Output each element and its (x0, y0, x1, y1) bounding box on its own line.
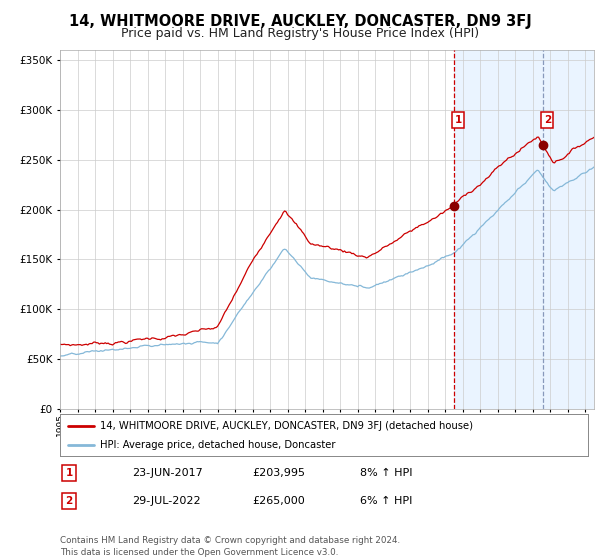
Text: 1: 1 (65, 468, 73, 478)
Text: 14, WHITMOORE DRIVE, AUCKLEY, DONCASTER, DN9 3FJ (detached house): 14, WHITMOORE DRIVE, AUCKLEY, DONCASTER,… (100, 421, 473, 431)
Text: £203,995: £203,995 (252, 468, 305, 478)
Text: Contains HM Land Registry data © Crown copyright and database right 2024.
This d: Contains HM Land Registry data © Crown c… (60, 536, 400, 557)
Text: Price paid vs. HM Land Registry's House Price Index (HPI): Price paid vs. HM Land Registry's House … (121, 27, 479, 40)
Text: 23-JUN-2017: 23-JUN-2017 (132, 468, 203, 478)
Text: 2: 2 (65, 496, 73, 506)
Text: £265,000: £265,000 (252, 496, 305, 506)
Text: 8% ↑ HPI: 8% ↑ HPI (360, 468, 413, 478)
Text: 6% ↑ HPI: 6% ↑ HPI (360, 496, 412, 506)
Text: 29-JUL-2022: 29-JUL-2022 (132, 496, 200, 506)
Text: HPI: Average price, detached house, Doncaster: HPI: Average price, detached house, Donc… (100, 440, 335, 450)
Text: 14, WHITMOORE DRIVE, AUCKLEY, DONCASTER, DN9 3FJ: 14, WHITMOORE DRIVE, AUCKLEY, DONCASTER,… (68, 14, 532, 29)
Text: 1: 1 (454, 115, 461, 125)
Bar (454, 50, 594, 409)
Text: 2: 2 (544, 115, 551, 125)
